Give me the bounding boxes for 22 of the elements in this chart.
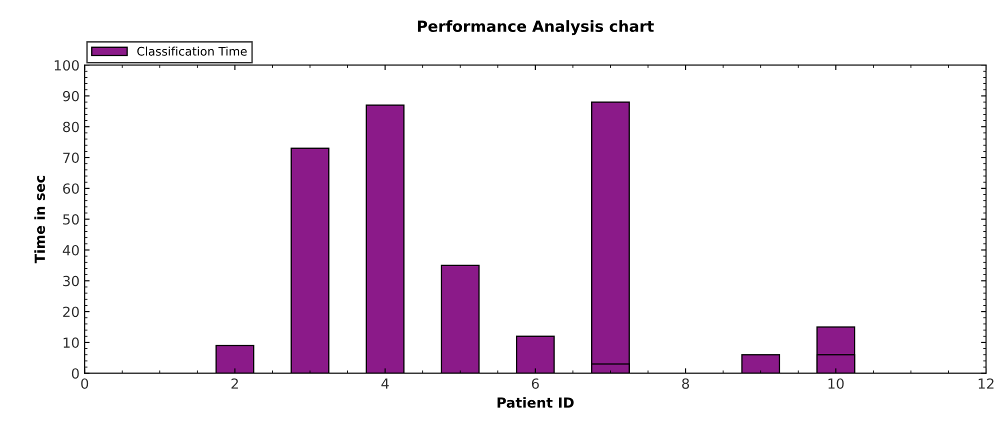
y-tick-label: 80 — [63, 122, 79, 132]
chart-title: Performance Analysis chart — [418, 20, 654, 36]
y-tick-label: 50 — [63, 214, 79, 225]
legend-label: Classification Time — [137, 46, 247, 56]
y-tick-label: 20 — [63, 306, 79, 318]
x-axis-title: Patient ID — [498, 397, 574, 408]
y-tick-label: 60 — [63, 183, 79, 194]
y-axis-title: Time in sec — [34, 176, 46, 264]
y-tick-label: 40 — [62, 244, 79, 256]
y-tick-label: 10 — [64, 337, 79, 348]
y-tick-label: 90 — [63, 90, 79, 102]
y-tick-label: 30 — [63, 276, 79, 286]
x-tick-label: 0 — [81, 378, 88, 389]
x-tick-label: 6 — [532, 378, 539, 389]
x-tick-label: 8 — [682, 378, 690, 389]
x-tick-label: 12 — [978, 378, 994, 389]
y-tick-label: 70 — [63, 152, 79, 164]
x-tick-label: 2 — [231, 378, 238, 389]
x-tick-label: 10 — [828, 378, 844, 389]
y-tick-label: 0 — [72, 368, 79, 379]
x-tick-label: 4 — [381, 378, 389, 389]
y-tick-label: 100 — [54, 60, 79, 71]
